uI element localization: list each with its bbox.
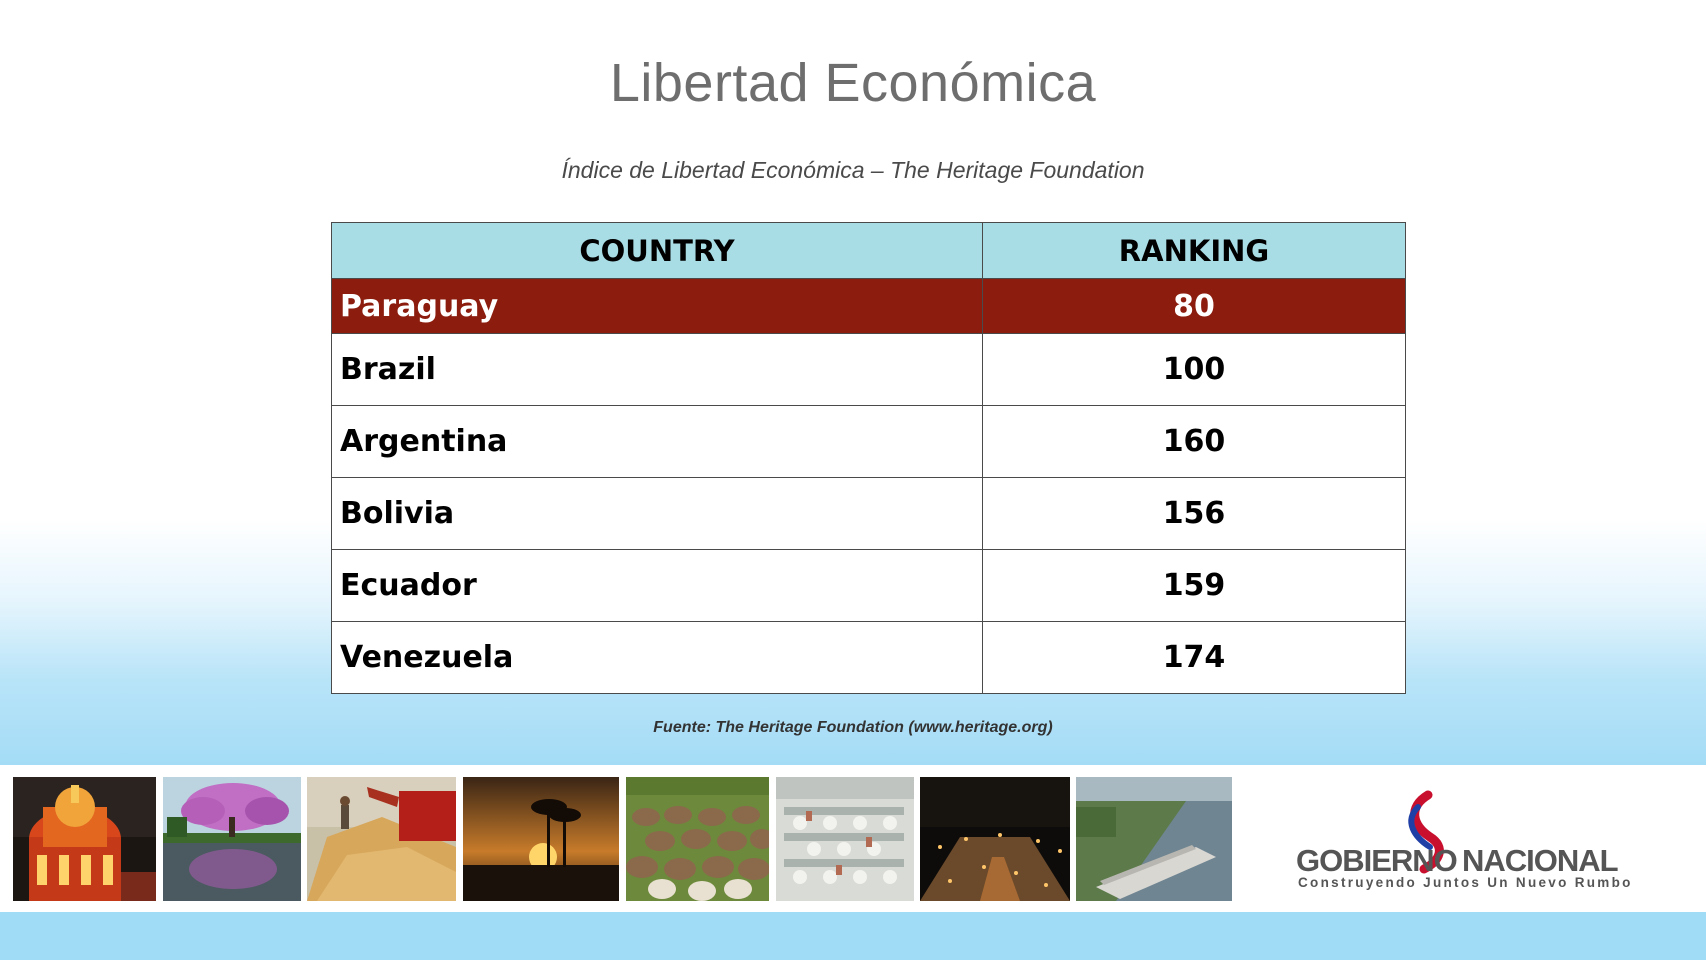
- country-cell: Paraguay: [331, 278, 983, 334]
- page-subtitle: Índice de Libertad Económica – The Herit…: [561, 157, 1145, 183]
- table-row: Venezuela 174: [331, 621, 1406, 694]
- river-barge-photo: [1076, 777, 1232, 901]
- country-cell: Bolivia: [331, 477, 983, 550]
- source-note: Fuente: The Heritage Foundation (www.her…: [653, 719, 1053, 736]
- logo-word-gobierno: GOBIERNO: [1296, 843, 1458, 878]
- ranking-cell: 174: [982, 621, 1406, 694]
- column-header-ranking: RANKING: [982, 222, 1406, 279]
- gobierno-nacional-logo: [1408, 790, 1444, 874]
- column-header-country: COUNTRY: [331, 222, 983, 279]
- cattle-herd-photo: [626, 777, 769, 901]
- logo-wordmark: GOBIERNO NACIONAL: [1296, 843, 1619, 879]
- city-night-photo: [920, 777, 1070, 901]
- table-row: Brazil 100: [331, 333, 1406, 406]
- logo-tagline: Construyendo Juntos Un Nuevo Rumbo: [1298, 875, 1633, 890]
- ranking-cell: 80: [982, 278, 1406, 334]
- table-header-row: COUNTRY RANKING: [331, 222, 1406, 279]
- page-title: Libertad Económica: [609, 53, 1097, 113]
- bottom-band: [0, 912, 1706, 960]
- logo-word-nacional: NACIONAL: [1462, 843, 1619, 878]
- palm-sunset-photo: [463, 777, 619, 901]
- palace-photo: [13, 777, 156, 901]
- table-row: Argentina 160: [331, 405, 1406, 478]
- soybean-harvest-photo: [307, 777, 456, 901]
- table-row: Bolivia 156: [331, 477, 1406, 550]
- country-cell: Ecuador: [331, 549, 983, 622]
- table-row: Paraguay 80: [331, 278, 1406, 334]
- ranking-table: COUNTRY RANKING Paraguay 80 Brazil 100 A…: [331, 222, 1406, 694]
- lapacho-tree-photo: [163, 777, 301, 901]
- ranking-cell: 100: [982, 333, 1406, 406]
- table-row: Ecuador 159: [331, 549, 1406, 622]
- country-cell: Brazil: [331, 333, 983, 406]
- meat-plant-photo: [776, 777, 914, 901]
- country-cell: Argentina: [331, 405, 983, 478]
- country-cell: Venezuela: [331, 621, 983, 694]
- ranking-cell: 160: [982, 405, 1406, 478]
- ranking-cell: 156: [982, 477, 1406, 550]
- ranking-cell: 159: [982, 549, 1406, 622]
- photo-strip: GOBIERNO NACIONAL Construyendo Juntos Un…: [0, 765, 1706, 912]
